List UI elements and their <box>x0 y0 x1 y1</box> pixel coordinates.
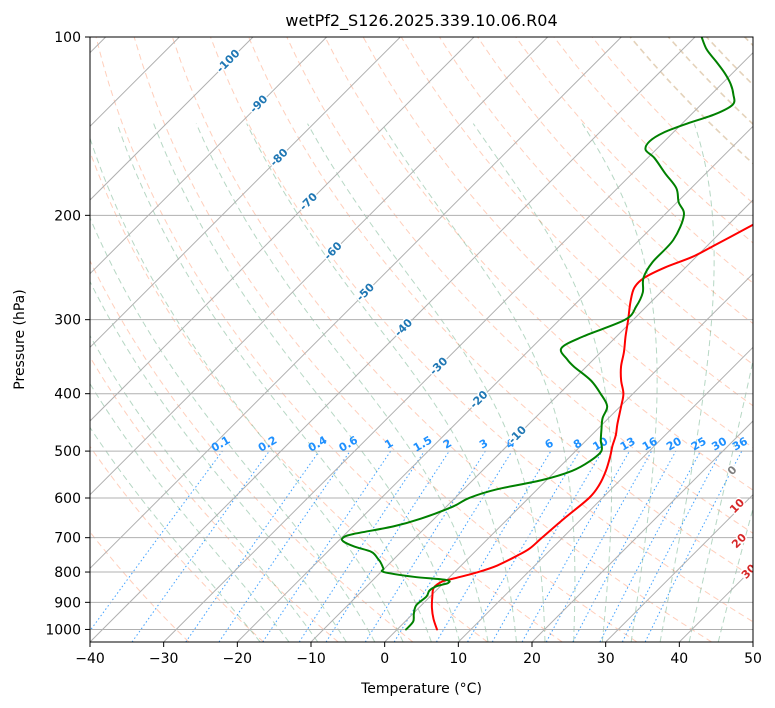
y-tick-label: 400 <box>54 387 81 403</box>
y-tick-label: 800 <box>54 565 81 581</box>
mixing-ratio-line <box>185 450 320 642</box>
y-axis-title: Pressure (hPa) <box>12 289 28 389</box>
x-tick-label: −20 <box>223 651 253 667</box>
isotherm-line <box>90 37 401 349</box>
dry-adiabats <box>90 37 753 642</box>
axes: −40 −30 −20 −10 0 10 20 30 40 50 100 200 300 400 500 60… <box>45 30 762 667</box>
y-tick-label: 100 <box>54 30 81 46</box>
isotherm-line <box>90 37 254 201</box>
isotherm-line <box>531 420 753 642</box>
y-tick-label: 600 <box>54 491 81 507</box>
dewpoint-profile-line <box>340 37 736 631</box>
mixing-ratio-line <box>521 450 630 642</box>
isotherm-line <box>457 346 753 642</box>
mixing-ratio-line <box>262 450 392 642</box>
mixing-ratio-lines <box>90 450 743 642</box>
isotherm-line <box>90 37 328 275</box>
x-tick-label: −30 <box>149 651 179 667</box>
isotherm-line <box>90 37 696 642</box>
dry-adiabat-line <box>133 37 638 642</box>
dry-adiabat-line <box>90 445 264 642</box>
temperature-profile-line <box>430 223 753 631</box>
mixing-ratio-line <box>545 450 653 642</box>
x-axis-title: Temperature (°C) <box>360 681 482 697</box>
x-tick-label: 30 <box>597 651 615 667</box>
isotherm-line <box>236 125 753 642</box>
mixing-ratio-line <box>218 450 351 642</box>
plot-frame <box>89 36 754 643</box>
chart-title: wetPf2_S126.2025.339.10.06.R04 <box>285 11 557 31</box>
x-tick-label: 20 <box>523 651 541 667</box>
dry-adiabat-line <box>95 37 563 642</box>
dry-adiabat-line <box>171 37 712 642</box>
y-tick-label: 300 <box>54 313 81 329</box>
dry-adiabat-line <box>90 356 339 642</box>
isotherm-line <box>163 51 753 642</box>
dry-adiabat-line <box>515 37 753 284</box>
pressure-gridlines <box>90 37 753 630</box>
x-tick-label: 50 <box>744 651 762 667</box>
y-tick-label: 900 <box>54 595 81 611</box>
y-tick-label: 700 <box>54 531 81 547</box>
dry-adiabat-line <box>324 37 753 491</box>
profile-series <box>340 37 753 631</box>
mixing-ratio-line <box>131 450 270 642</box>
y-tick-label: 200 <box>54 208 81 224</box>
y-tick-label: 1000 <box>45 622 81 638</box>
isotherm-line <box>310 199 753 642</box>
x-tick-label: 10 <box>449 651 467 667</box>
isotherms <box>90 37 753 642</box>
x-tick-label: −10 <box>296 651 326 667</box>
x-tick-label: −40 <box>75 651 105 667</box>
x-tick-label: 40 <box>670 651 688 667</box>
dry-adiabat-line <box>286 37 753 534</box>
y-tick-label: 500 <box>54 444 81 460</box>
isotherm-line <box>90 37 622 570</box>
mixing-ratio-line <box>90 450 223 632</box>
moist-adiabat-line <box>90 280 347 642</box>
x-tick-label: 0 <box>380 651 389 667</box>
isotherm-line <box>90 37 549 496</box>
dry-adiabat-line <box>90 259 414 642</box>
mixing-ratio-line <box>393 450 513 642</box>
isotherm-line <box>90 37 475 422</box>
mixing-ratio-line <box>298 450 425 642</box>
dry-adiabat-line <box>248 37 753 578</box>
mixing-ratio-line <box>572 450 677 642</box>
mixing-ratio-line <box>644 450 743 642</box>
mixing-ratio-line <box>325 450 450 642</box>
isotherm-line <box>384 272 753 642</box>
dry-adiabat-line <box>210 37 753 623</box>
isotherm-line <box>605 493 753 642</box>
